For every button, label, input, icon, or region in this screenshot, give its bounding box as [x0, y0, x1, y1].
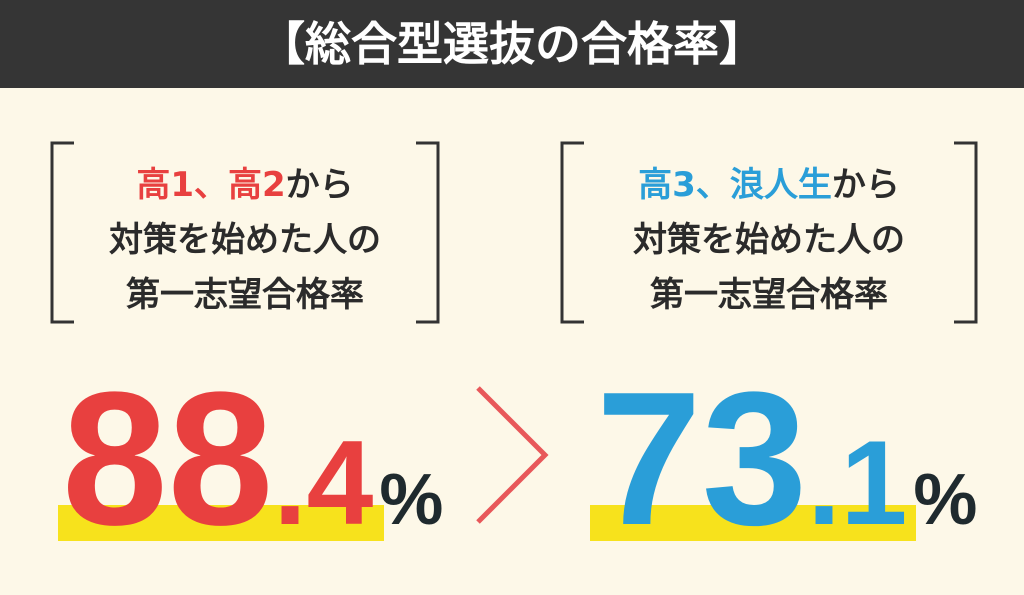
rate-value: 73.1% [596, 353, 977, 565]
lead-rest: から [832, 165, 900, 205]
highlight-bar [590, 505, 916, 541]
bracket [416, 141, 440, 324]
panel-line: 対策を始めた人の [633, 220, 905, 260]
panel-line: 第一志望合格率 [126, 275, 364, 315]
header-bar [0, 0, 1024, 88]
rate-dec: .1 [807, 416, 907, 550]
bracket [954, 141, 978, 324]
rate-unit: % [913, 460, 977, 540]
lead-rest: から [286, 165, 354, 205]
greater-than-chevron [476, 386, 549, 524]
highlight-bar [58, 505, 384, 541]
bracket [50, 141, 74, 324]
lead-highlight: 高1、高2 [136, 165, 285, 205]
lead-highlight: 高3、浪人生 [638, 165, 832, 205]
header-title: 【総合型選抜の合格率】 [259, 17, 765, 71]
rate-int: 73 [596, 353, 807, 565]
rate-int: 88 [62, 353, 273, 565]
bracket [560, 141, 584, 324]
rate-value: 88.4% [62, 353, 443, 565]
rate-unit: % [379, 460, 443, 540]
rate-dec: .4 [273, 416, 373, 550]
panel-lead: 高3、浪人生から [638, 165, 900, 205]
panel-line: 対策を始めた人の [109, 220, 381, 260]
panel-lead: 高1、高2から [136, 165, 353, 205]
panel-line: 第一志望合格率 [650, 275, 888, 315]
